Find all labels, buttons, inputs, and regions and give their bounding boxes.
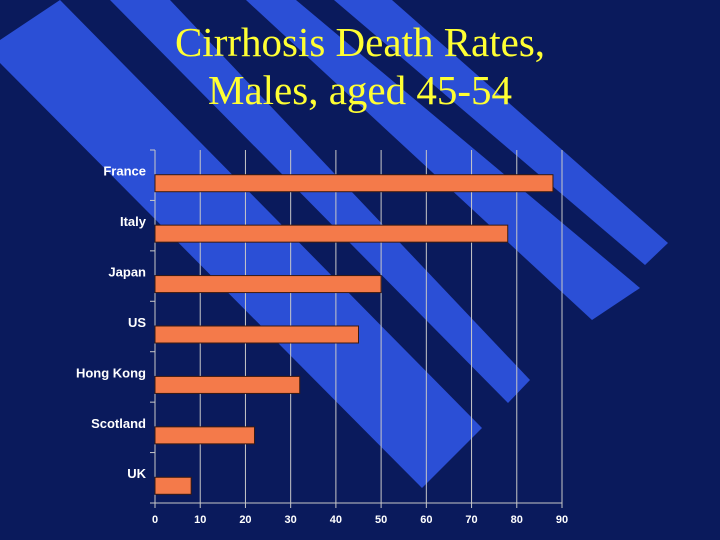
bar xyxy=(154,426,255,445)
x-tick-label: 60 xyxy=(420,514,432,526)
bar xyxy=(154,325,359,344)
category-label: Scotland xyxy=(91,416,146,431)
bar xyxy=(154,174,554,193)
title-line-2: Males, aged 45-54 xyxy=(208,67,512,113)
x-tick-label: 0 xyxy=(152,514,158,526)
category-label: France xyxy=(103,164,146,179)
x-tick-label: 50 xyxy=(375,514,387,526)
title-line-1: Cirrhosis Death Rates, xyxy=(174,19,546,65)
bar xyxy=(154,275,382,294)
category-label: UK xyxy=(127,466,146,481)
x-tick-label: 30 xyxy=(285,514,297,526)
bar-layer xyxy=(154,174,554,495)
category-label: Italy xyxy=(120,214,147,229)
bar xyxy=(154,224,509,243)
label-layer: France Italy Japan US Hong Kong Scotland UK 0 10… xyxy=(76,164,568,526)
x-tick-label: 70 xyxy=(465,514,477,526)
bar xyxy=(154,375,301,394)
x-tick-label: 40 xyxy=(330,514,342,526)
category-label: Japan xyxy=(108,265,146,280)
bar xyxy=(154,476,192,495)
x-tick-label: 20 xyxy=(239,514,251,526)
category-label: Hong Kong xyxy=(76,365,146,380)
x-tick-label: 10 xyxy=(194,514,206,526)
x-tick-label: 90 xyxy=(556,514,568,526)
slide-title: Cirrhosis Death Rates, Males, aged 45-54 xyxy=(0,18,720,114)
background-stripe xyxy=(0,0,482,488)
background-stripe xyxy=(110,0,530,403)
category-label: US xyxy=(128,315,146,330)
x-tick-label: 80 xyxy=(511,514,523,526)
background-stripe xyxy=(246,0,640,320)
background-stripe xyxy=(334,0,668,265)
